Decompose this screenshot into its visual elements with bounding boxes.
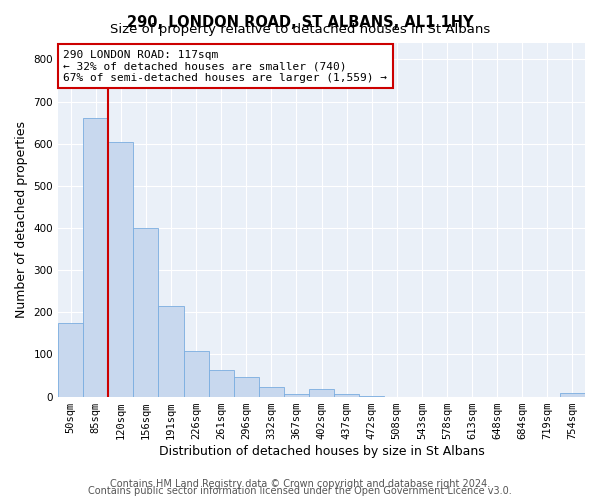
Bar <box>158 306 184 396</box>
Text: 290 LONDON ROAD: 117sqm
← 32% of detached houses are smaller (740)
67% of semi-d: 290 LONDON ROAD: 117sqm ← 32% of detache… <box>64 50 388 83</box>
Text: Size of property relative to detached houses in St Albans: Size of property relative to detached ho… <box>110 22 490 36</box>
Bar <box>58 323 83 396</box>
Y-axis label: Number of detached properties: Number of detached properties <box>15 121 28 318</box>
Bar <box>233 377 259 396</box>
Bar <box>209 370 233 396</box>
Bar <box>334 394 359 396</box>
Bar <box>108 142 133 396</box>
X-axis label: Distribution of detached houses by size in St Albans: Distribution of detached houses by size … <box>158 444 484 458</box>
Bar <box>184 351 209 397</box>
Text: 290, LONDON ROAD, ST ALBANS, AL1 1HY: 290, LONDON ROAD, ST ALBANS, AL1 1HY <box>127 15 473 30</box>
Text: Contains HM Land Registry data © Crown copyright and database right 2024.: Contains HM Land Registry data © Crown c… <box>110 479 490 489</box>
Bar <box>259 388 284 396</box>
Bar <box>133 228 158 396</box>
Bar <box>560 393 585 396</box>
Bar <box>284 394 309 396</box>
Bar <box>309 389 334 396</box>
Text: Contains public sector information licensed under the Open Government Licence v3: Contains public sector information licen… <box>88 486 512 496</box>
Bar <box>83 118 108 396</box>
